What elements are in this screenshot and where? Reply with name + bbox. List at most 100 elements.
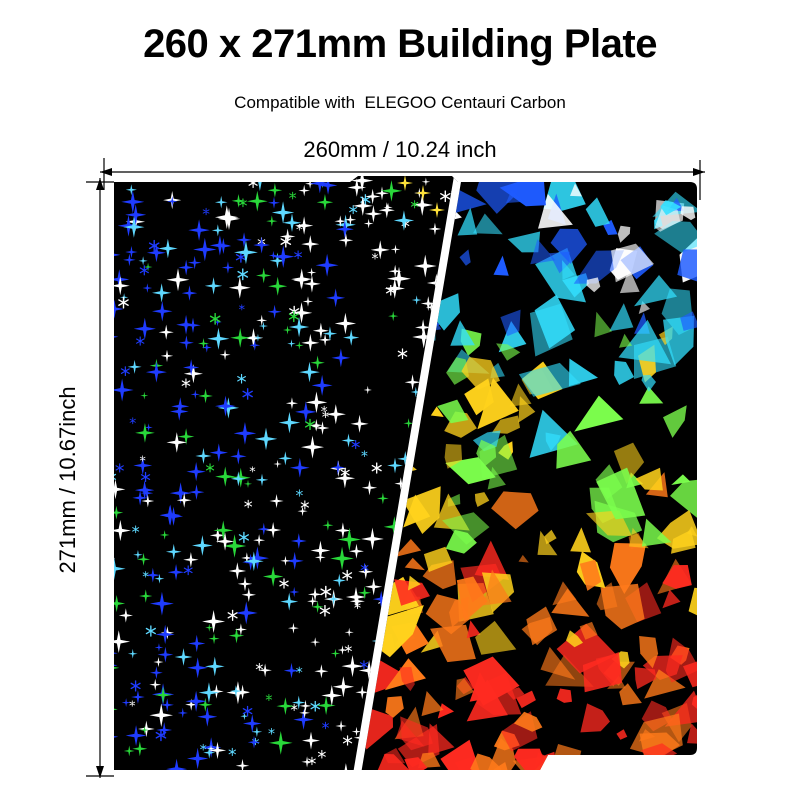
holographic-shard — [644, 669, 686, 699]
holographic-shard — [385, 696, 404, 718]
holographic-shard — [516, 690, 536, 709]
holographic-shard — [619, 333, 633, 348]
holographic-shard — [566, 630, 583, 648]
snowflake-glyph — [102, 607, 110, 616]
holographic-shard — [641, 518, 672, 547]
holographic-shard — [500, 309, 521, 337]
holographic-shard — [670, 478, 697, 519]
holographic-shard — [403, 494, 431, 528]
star-glyph — [102, 476, 111, 485]
holographic-shard — [662, 589, 681, 609]
holographic-shard — [444, 444, 463, 469]
holographic-shard — [518, 554, 529, 563]
holographic-shard — [499, 176, 546, 207]
holographic-shard — [426, 293, 460, 331]
holographic-shard — [442, 512, 490, 545]
height-arrow-top — [96, 178, 104, 190]
holographic-shard — [491, 491, 539, 530]
holographic-shard — [423, 546, 453, 572]
page-title: 260 x 271mm Building Plate — [143, 22, 657, 66]
width-arrow-left — [100, 168, 112, 176]
holographic-shard — [464, 378, 494, 416]
width-arrow-right — [693, 168, 705, 176]
holographic-shard — [634, 275, 678, 307]
holographic-shard — [629, 713, 683, 757]
holographic-shard — [663, 405, 687, 438]
holographic-shard — [665, 637, 697, 683]
holographic-shard — [395, 720, 425, 747]
holographic-shard — [573, 250, 625, 284]
diagonal-divider — [352, 176, 463, 770]
holographic-shard — [530, 239, 556, 265]
holographic-shard — [662, 565, 692, 589]
holographic-shard — [491, 415, 520, 434]
holographic-shard — [639, 636, 659, 669]
snowflake-glyph — [244, 176, 252, 181]
star-glyph — [114, 554, 116, 564]
holographic-shard — [470, 753, 502, 770]
holographic-shard — [671, 530, 696, 554]
holographic-shard — [687, 723, 697, 745]
holographic-shard — [466, 620, 481, 639]
holographic-shard — [614, 360, 635, 385]
holographic-shard — [450, 320, 475, 346]
holographic-shard — [545, 654, 594, 687]
holographic-shard — [428, 723, 455, 756]
holographic-shard — [437, 399, 469, 424]
holographic-shard — [677, 249, 697, 284]
holographic-shard — [639, 729, 656, 742]
holographic-shard — [455, 678, 474, 701]
holographic-shard — [594, 311, 613, 338]
holographic-shard — [613, 442, 645, 484]
holographic-shard — [526, 606, 558, 646]
holographic-shard — [506, 190, 525, 203]
holographic-shard — [545, 432, 561, 451]
snowflake-glyph — [103, 432, 112, 442]
holographic-shard — [654, 221, 697, 253]
holographic-shard — [609, 543, 647, 594]
holographic-shard — [474, 492, 490, 507]
snowflake-glyph — [104, 676, 110, 683]
holographic-shard — [609, 303, 634, 332]
holographic-shard — [518, 362, 581, 397]
holographic-shard — [437, 703, 454, 719]
holographic-shard — [552, 581, 577, 606]
holographic-shard — [507, 231, 541, 253]
holographic-shard — [616, 729, 628, 740]
holographic-shard — [513, 711, 543, 732]
holographic-shard — [446, 357, 469, 385]
holographic-shard — [377, 753, 414, 770]
holographic-shard — [634, 667, 657, 690]
holographic-shard — [688, 587, 697, 620]
holographic-shard — [574, 395, 624, 432]
holographic-shard — [476, 439, 497, 468]
holographic-shard — [671, 474, 691, 485]
snowflake-glyph — [102, 208, 110, 217]
holographic-shard — [582, 652, 623, 693]
holographic-shard — [556, 430, 592, 469]
holographic-shard — [639, 386, 664, 404]
holographic-shard — [430, 406, 444, 417]
holographic-shard — [580, 703, 610, 733]
holographic-shard — [373, 605, 424, 658]
holographic-shard — [579, 559, 602, 591]
holographic-shard — [660, 200, 682, 216]
holographic-shard — [475, 620, 517, 655]
holographic-shard — [562, 260, 575, 280]
holographic-shard — [383, 748, 406, 764]
holographic-shard — [514, 748, 545, 770]
holographic-shard — [544, 529, 557, 545]
holographic-shard — [641, 375, 656, 392]
holographic-shard — [529, 303, 573, 357]
holographic-shard — [627, 756, 658, 770]
holographic-shard — [619, 268, 640, 294]
holographic-shard — [394, 579, 430, 606]
holographic-shard — [654, 205, 681, 232]
holographic-shard — [430, 624, 476, 663]
holographic-shard — [404, 757, 428, 770]
holographic-shard — [540, 646, 576, 680]
holographic-shard — [596, 582, 618, 611]
star-glyph — [100, 721, 113, 734]
